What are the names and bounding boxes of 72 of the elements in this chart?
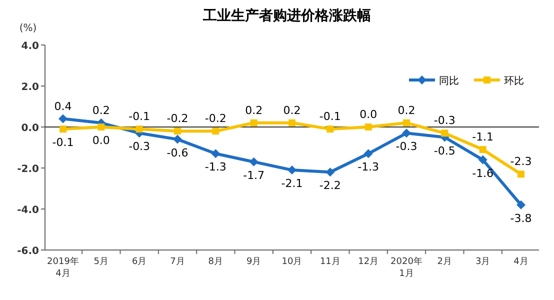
x-tick-label: 8月 — [208, 257, 224, 267]
point — [364, 149, 373, 158]
point — [58, 114, 68, 124]
x-tick-label: 10月 — [282, 257, 302, 267]
data-label: -0.1 — [319, 110, 341, 124]
x-tick-label: 6月 — [132, 257, 147, 267]
x-tick-label: 2020年 1月 — [390, 256, 422, 279]
data-label: -2.1 — [281, 177, 303, 190]
data-label: -1.6 — [472, 166, 494, 180]
y-tick-label: 0.0 — [21, 123, 40, 134]
data-label: 0.2 — [92, 104, 110, 117]
point — [212, 128, 220, 135]
data-label: -0.2 — [204, 112, 226, 126]
legend-label: 环比 — [504, 75, 524, 87]
point — [364, 124, 372, 130]
point — [249, 157, 258, 166]
x-tick-label: 9月 — [246, 257, 262, 267]
x-tick-label: 4月 — [514, 257, 528, 267]
data-label: -0.3 — [434, 114, 456, 128]
data-label: -1.3 — [204, 160, 226, 174]
y-tick-label: -6.0 — [17, 246, 40, 257]
data-label: -1.7 — [243, 168, 265, 182]
data-label: 0.0 — [360, 108, 378, 121]
y-tick-label: 2.0 — [21, 82, 40, 93]
data-label: -1.1 — [472, 130, 494, 144]
x-tick-label: 2019年 4月 — [47, 256, 79, 279]
data-label: -0.1 — [52, 136, 74, 150]
point — [136, 126, 143, 133]
point — [403, 119, 410, 126]
x-tick-label: 3月 — [475, 257, 490, 267]
point — [98, 124, 105, 130]
point — [441, 130, 448, 137]
point — [478, 155, 488, 164]
point — [288, 119, 296, 126]
data-label: 0.0 — [92, 134, 110, 147]
point — [518, 170, 524, 178]
data-label: 0.2 — [398, 104, 416, 117]
data-label: -1.3 — [358, 160, 380, 174]
data-label: -3.8 — [510, 212, 532, 225]
point — [173, 134, 182, 144]
data-label: -0.6 — [166, 146, 188, 160]
data-label: -2.2 — [319, 179, 341, 192]
data-label: -0.5 — [434, 144, 456, 158]
point — [60, 126, 66, 133]
point — [516, 200, 526, 210]
point — [211, 149, 220, 158]
data-label: -2.3 — [510, 155, 532, 168]
x-tick-label: 5月 — [94, 257, 109, 267]
x-tick-label: 11月 — [320, 257, 340, 267]
data-label: 0.2 — [245, 104, 263, 117]
y-tick-label: -2.0 — [17, 164, 40, 175]
point — [479, 146, 486, 154]
data-label: -0.3 — [128, 140, 150, 154]
chart-title: 工业生产者购进价格涨跌幅 — [202, 7, 371, 24]
legend-label: 同比 — [439, 75, 459, 87]
point — [402, 128, 411, 138]
y-tick-label: 4.0 — [21, 41, 40, 52]
x-tick-label: 2月 — [437, 257, 452, 267]
point — [326, 168, 335, 177]
point — [250, 119, 258, 126]
data-label: -0.1 — [128, 110, 150, 124]
point — [174, 128, 181, 135]
y-axis-title: (%) — [19, 23, 37, 34]
y-tick-label: -4.0 — [17, 205, 40, 216]
data-label: -0.2 — [166, 112, 188, 126]
data-label: -0.3 — [396, 140, 418, 154]
data-label: 0.4 — [54, 100, 72, 113]
x-tick-label: 7月 — [170, 257, 185, 267]
point — [288, 166, 296, 175]
point — [326, 126, 334, 133]
data-label: 0.2 — [283, 104, 301, 117]
x-tick-label: 12月 — [358, 257, 379, 267]
